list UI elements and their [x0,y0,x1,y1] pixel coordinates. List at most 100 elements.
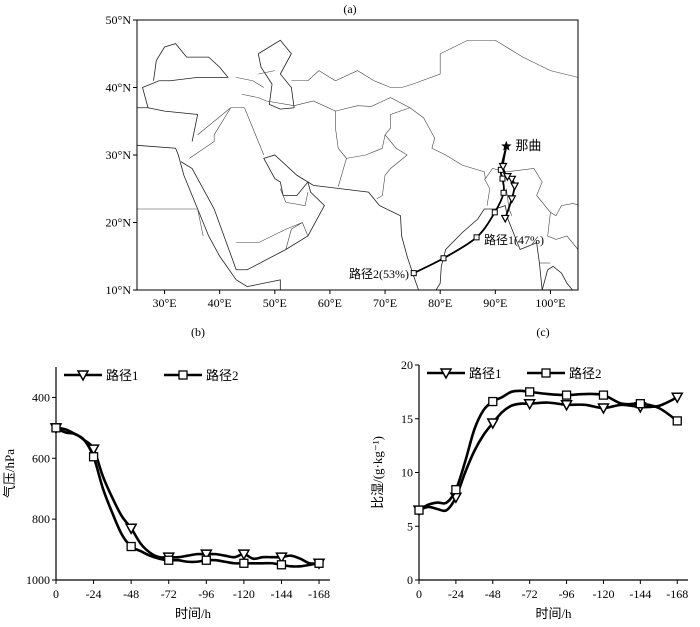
country-border [189,107,231,159]
data-point-series-2 [488,396,498,407]
data-point-series-1 [124,523,138,535]
route2-point [410,270,417,277]
x-tick-label: -144 [629,587,651,601]
coastline [180,154,380,271]
pressure-chart: 0 -24 -48 -72 -96 -120 -144 -168 400 600 800 1000 时间… [2,367,330,621]
country-border [484,178,491,206]
data-point-series-1 [523,398,536,411]
lon-tick-label: 30°E [152,296,176,310]
data-point-series-1 [560,400,573,412]
legend-marker [541,368,551,378]
series-line-2 [55,426,320,568]
country-border [258,70,275,75]
data-point-series-2 [239,558,249,568]
coastline [147,107,199,142]
x-tick-label: 0 [416,587,422,601]
data-point-series-2 [414,505,424,515]
data-point-series-1 [670,392,684,404]
y-tick-label: 20 [401,358,413,372]
y-tick-label: 1000 [26,573,50,587]
y-tick-label: 15 [401,412,413,426]
coastline [379,205,543,290]
route2-point [473,234,480,241]
x-tick-label: -168 [308,587,330,601]
route2-point [440,255,447,262]
route1-line [502,146,516,219]
country-border [547,212,578,263]
route1-label: 路径1(47%) [484,232,544,247]
panel-label-c: (c) [536,325,549,339]
series-line-2 [418,389,679,512]
station-label: 那曲 [515,138,541,153]
x-tick-label: -120 [233,587,255,601]
coastline [257,39,295,110]
legend-label: 路径1 [106,368,139,383]
data-point-series-2 [598,390,609,400]
x-tick-label: 0 [53,587,59,601]
route1-point [510,182,520,191]
data-point-series-1 [237,549,251,561]
coastlines [137,39,578,290]
series-line-1 [418,396,678,513]
country-border [291,39,578,88]
country-border [409,107,543,196]
data-point-series-1 [275,552,288,564]
x-tick-label: -144 [270,587,292,601]
lon-tick-label: 80°E [428,296,452,310]
route2-point [500,189,507,196]
data-point-series-2 [88,452,99,462]
lat-tick-label: 30°N [106,148,132,162]
x-tick-label: -48 [485,587,501,601]
x-tick-label: -96 [559,587,575,601]
x-tick-label: -72 [161,587,177,601]
route1-point [507,195,517,204]
legend-entry-2: 路径2 [164,368,239,383]
data-point-series-1 [200,549,213,561]
x-tick-label: -120 [592,587,614,601]
coastline [541,265,574,290]
legend-entry-1: 路径1 [64,368,139,383]
lat-tick-label: 10°N [106,283,132,297]
route1-point [502,173,512,182]
x-tick-label: -24 [448,587,464,601]
route2-label: 路径2(53%) [349,266,409,281]
legend-label: 路径1 [469,366,502,381]
legend-entry-1: 路径1 [427,366,502,381]
country-border [335,97,411,159]
country-border [241,93,347,187]
panel-label-b: (b) [191,325,205,339]
data-point-series-2 [451,485,461,495]
y-tick-label: 10 [401,466,413,480]
data-point-series-2 [164,555,174,565]
panel-label-a: (a) [343,2,356,16]
lon-tick-label: 60°E [318,296,342,310]
x-tick-label: -72 [522,587,538,601]
x-tick-label: -48 [123,587,139,601]
lon-tick-label: 100°E [535,296,565,310]
country-border [236,222,303,244]
legend-label: 路径2 [569,366,602,381]
coastline [137,144,281,290]
trajectory-map: 30°E 40°E 50°E 60°E 70°E 80°E 90°E 100°E 10°N 20°… [106,13,579,310]
y-tick-label: 400 [32,390,50,404]
lon-tick-label: 40°E [208,296,232,310]
legend-marker [76,370,90,382]
route2-point [491,209,498,216]
station-star-icon [501,140,512,151]
country-border [230,107,265,156]
x-axis-label: 时间/h [175,606,212,621]
x-tick-label: -24 [86,587,102,601]
country-border [376,134,408,200]
data-point-series-2 [525,387,535,397]
humidity-chart: 0 -24 -48 -72 -96 -120 -144 -168 0 5 10 15 20 时间/h 比湿/… [370,358,688,621]
data-point-series-2 [51,423,61,433]
country-border [285,222,309,250]
x-tick-label: -168 [666,587,688,601]
y-tick-label: 0 [407,573,413,587]
route1-point [507,175,517,185]
data-point-series-2 [276,560,287,570]
lat-tick-label: 40°N [106,81,132,95]
data-point-series-2 [635,399,645,409]
legend-marker [439,368,453,380]
